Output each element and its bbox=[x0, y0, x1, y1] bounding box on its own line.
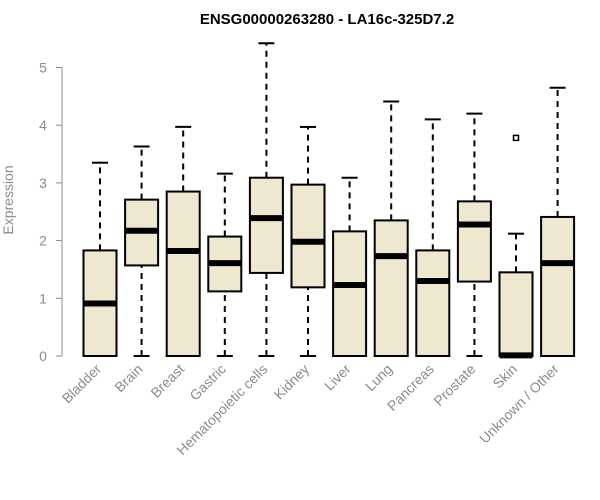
x-tick-label: Kidney bbox=[271, 361, 313, 403]
y-tick-label: 1 bbox=[39, 290, 47, 306]
iqr-box bbox=[415, 249, 451, 357]
x-tick-label: Lung bbox=[362, 361, 395, 394]
iqr-box bbox=[165, 190, 201, 357]
x-tick-label: Prostate bbox=[430, 361, 478, 409]
iqr-box bbox=[332, 230, 368, 357]
x-tick-label: Breast bbox=[147, 361, 187, 401]
box-group bbox=[82, 161, 118, 357]
boxes bbox=[82, 42, 576, 359]
box-group bbox=[332, 176, 368, 357]
y-tick-label: 5 bbox=[39, 60, 47, 76]
box-group bbox=[456, 112, 492, 357]
axes: 0 1 2 3 4 5 bbox=[39, 60, 63, 364]
box-group bbox=[373, 100, 409, 357]
y-tick-label: 4 bbox=[39, 117, 47, 133]
x-tick-label: Liver bbox=[321, 361, 354, 394]
iqr-box bbox=[540, 215, 576, 357]
box-group bbox=[124, 145, 160, 357]
chart-title: ENSG00000263280 - LA16c-325D7.2 bbox=[200, 11, 454, 28]
x-tick-label: Brain bbox=[111, 361, 145, 395]
box-group bbox=[248, 42, 284, 357]
iqr-box bbox=[248, 176, 284, 274]
iqr-box bbox=[498, 271, 534, 357]
box-group bbox=[415, 118, 451, 357]
iqr-box bbox=[290, 183, 326, 289]
x-tick-label: Unknown / Other bbox=[476, 361, 562, 447]
iqr-box bbox=[456, 200, 492, 283]
y-tick-label: 0 bbox=[39, 348, 47, 364]
box-group bbox=[290, 125, 326, 357]
y-tick-label: 2 bbox=[39, 233, 47, 249]
iqr-box bbox=[373, 219, 409, 357]
box-group bbox=[165, 125, 201, 357]
x-tick-label: Skin bbox=[490, 361, 521, 392]
outlier-point bbox=[512, 134, 520, 142]
box-group bbox=[207, 172, 243, 357]
box-group bbox=[498, 134, 534, 359]
box-group bbox=[540, 86, 576, 357]
y-tick-label: 3 bbox=[39, 175, 47, 191]
x-tick-label: Bladder bbox=[59, 361, 105, 407]
y-axis-label: Expression bbox=[0, 165, 16, 234]
